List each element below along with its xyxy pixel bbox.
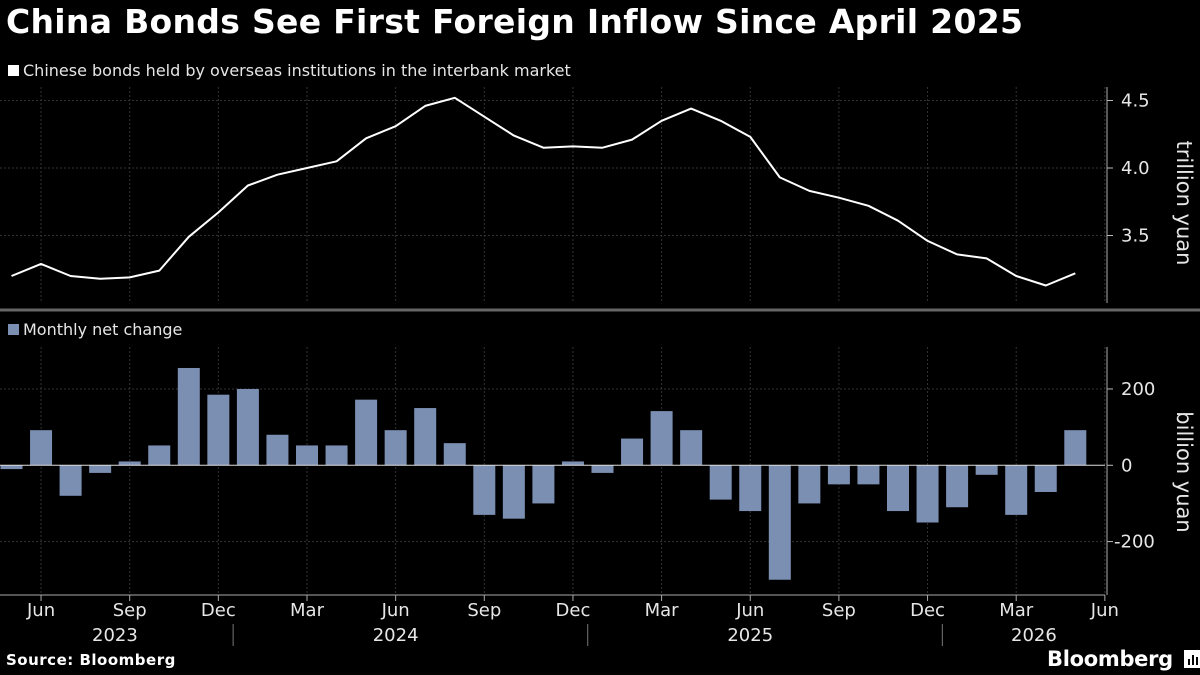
net-change-bar xyxy=(768,465,791,580)
net-change-bar xyxy=(0,465,23,470)
bloomberg-mark-icon xyxy=(1183,650,1200,668)
x-axis-year-label: 2023 xyxy=(92,625,138,646)
bar-legend-swatch xyxy=(8,324,19,335)
bar-panel-unit-label: billion yuan xyxy=(1172,411,1196,532)
bar-panel-ytick-label: 200 xyxy=(1121,379,1155,400)
net-change-bar xyxy=(266,434,289,466)
line-panel-ytick-label: 4.5 xyxy=(1121,91,1150,112)
line-legend-swatch xyxy=(8,65,19,76)
x-axis-year-label: 2026 xyxy=(1011,625,1057,646)
net-change-bar xyxy=(443,443,466,466)
x-axis-month-label: Mar xyxy=(645,600,680,621)
net-change-bar xyxy=(177,367,200,466)
net-change-bar xyxy=(975,465,998,475)
net-change-bar xyxy=(502,465,525,519)
bar-legend-label: Monthly net change xyxy=(23,320,183,339)
x-axis-month-label: Jun xyxy=(381,600,410,621)
x-axis-month-label: Jun xyxy=(26,600,55,621)
net-change-bar xyxy=(59,465,82,496)
net-change-bar xyxy=(1064,430,1087,466)
x-axis-month-label: Jun xyxy=(735,600,764,621)
net-change-bar xyxy=(621,438,644,466)
net-change-bar xyxy=(384,430,407,466)
net-change-bar xyxy=(236,388,259,466)
x-axis-year-label: 2025 xyxy=(727,625,773,646)
x-axis-month-label: Dec xyxy=(910,600,945,621)
net-change-bar xyxy=(591,465,614,473)
x-axis-month-label: Sep xyxy=(822,600,856,621)
net-change-bar xyxy=(650,411,673,466)
x-axis-month-label: Dec xyxy=(556,600,591,621)
bar-legend: Monthly net change xyxy=(8,320,182,339)
net-change-bar xyxy=(148,445,171,466)
net-change-bar xyxy=(1005,465,1028,515)
x-axis-month-label: Mar xyxy=(999,600,1034,621)
x-axis-month-label: Mar xyxy=(290,600,325,621)
net-change-bar xyxy=(946,465,969,508)
bar-panel-ytick-label: -200 xyxy=(1114,532,1155,553)
holdings-line xyxy=(11,96,1076,287)
net-change-bar xyxy=(857,465,880,485)
net-change-bar xyxy=(207,394,230,466)
net-change-bar xyxy=(89,465,112,473)
net-change-bar xyxy=(414,408,437,466)
net-change-bar xyxy=(561,461,584,466)
chart-title: China Bonds See First Foreign Inflow Sin… xyxy=(6,2,1024,41)
line-panel-ytick-label: 4.0 xyxy=(1121,158,1150,179)
net-change-bar xyxy=(325,445,348,466)
line-panel-ytick-label: 3.5 xyxy=(1121,226,1150,247)
net-change-bar xyxy=(118,461,141,466)
net-change-bar xyxy=(887,465,909,512)
net-change-bar xyxy=(798,465,821,504)
x-axis-month-label: Sep xyxy=(467,600,501,621)
net-change-bar xyxy=(355,399,378,466)
line-legend: Chinese bonds held by overseas instituti… xyxy=(8,61,571,80)
net-change-bar xyxy=(680,430,703,466)
net-change-bar xyxy=(296,445,318,466)
source-note: Source: Bloomberg xyxy=(6,651,176,669)
bloomberg-logo: Bloomberg xyxy=(1047,647,1200,671)
net-change-bar xyxy=(739,465,762,512)
bar-panel-ytick-label: 0 xyxy=(1121,455,1132,476)
net-change-bar xyxy=(827,465,850,485)
line-legend-label: Chinese bonds held by overseas instituti… xyxy=(23,61,571,80)
net-change-bar xyxy=(473,465,496,515)
net-change-bar xyxy=(532,465,555,504)
x-axis-month-label: Jun xyxy=(1090,600,1119,621)
net-change-bar xyxy=(1034,465,1057,492)
x-axis-year-label: 2024 xyxy=(373,625,419,646)
net-change-bar xyxy=(30,430,53,466)
net-change-bar xyxy=(916,465,939,523)
x-axis-month-label: Dec xyxy=(201,600,236,621)
x-axis-month-label: Sep xyxy=(113,600,147,621)
line-panel-unit-label: trillion yuan xyxy=(1172,141,1196,266)
net-change-bar xyxy=(709,465,732,500)
brand-wordmark: Bloomberg xyxy=(1047,647,1173,671)
